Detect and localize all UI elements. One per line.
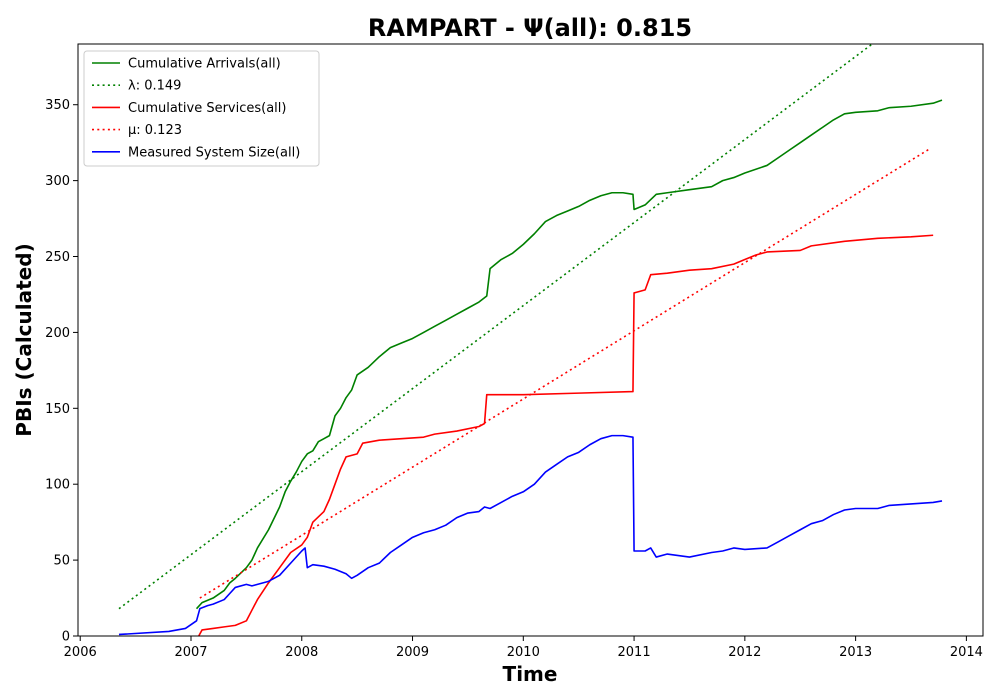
series-line-0 — [195, 99, 943, 610]
legend-entry: λ: 0.149 — [128, 79, 181, 94]
x-tick-label: 2010 — [507, 645, 540, 660]
x-axis: 2006 2007 2008 2009 2010 2011 2012 2013 2014 — [64, 636, 983, 660]
series-line-1 — [118, 44, 873, 610]
y-axis-label: PBIs (Calculated) — [12, 243, 36, 436]
plot-frame — [77, 43, 984, 637]
x-tick-label: 2012 — [728, 645, 761, 660]
x-axis-label: Time — [503, 662, 558, 686]
y-tick-label: 150 — [45, 402, 70, 417]
legend-entry: μ: 0.123 — [128, 123, 182, 138]
x-tick-label: 2007 — [174, 645, 207, 660]
y-tick-label: 0 — [62, 630, 70, 645]
legend-entry: Measured System Size(all) — [128, 145, 300, 160]
legend: Cumulative Arrivals(all) λ: 0.149 Cumulati… — [83, 50, 320, 167]
legend-entry: Cumulative Arrivals(all) — [128, 57, 281, 72]
y-tick-label: 300 — [45, 174, 70, 189]
series-line-4 — [118, 434, 943, 636]
y-tick-label: 200 — [45, 326, 70, 341]
x-tick-label: 2008 — [285, 645, 318, 660]
y-tick-label: 50 — [53, 554, 70, 569]
series-line-2 — [198, 234, 934, 636]
y-tick-label: 100 — [45, 478, 70, 493]
chart-title: RAMPART - Ψ(all): 0.815 — [368, 14, 692, 42]
series-line-3 — [199, 148, 931, 599]
legend-entry: Cumulative Services(all) — [128, 101, 286, 116]
x-tick-label: 2006 — [64, 645, 97, 660]
x-tick-label: 2013 — [839, 645, 872, 660]
x-tick-label: 2014 — [950, 645, 983, 660]
y-axis: 0 50 100 150 200 250 300 350 — [45, 98, 78, 645]
y-tick-label: 250 — [45, 250, 70, 265]
x-tick-label: 2011 — [618, 645, 651, 660]
y-tick-label: 350 — [45, 98, 70, 113]
legend-frame — [83, 50, 320, 167]
x-tick-label: 2009 — [396, 645, 429, 660]
